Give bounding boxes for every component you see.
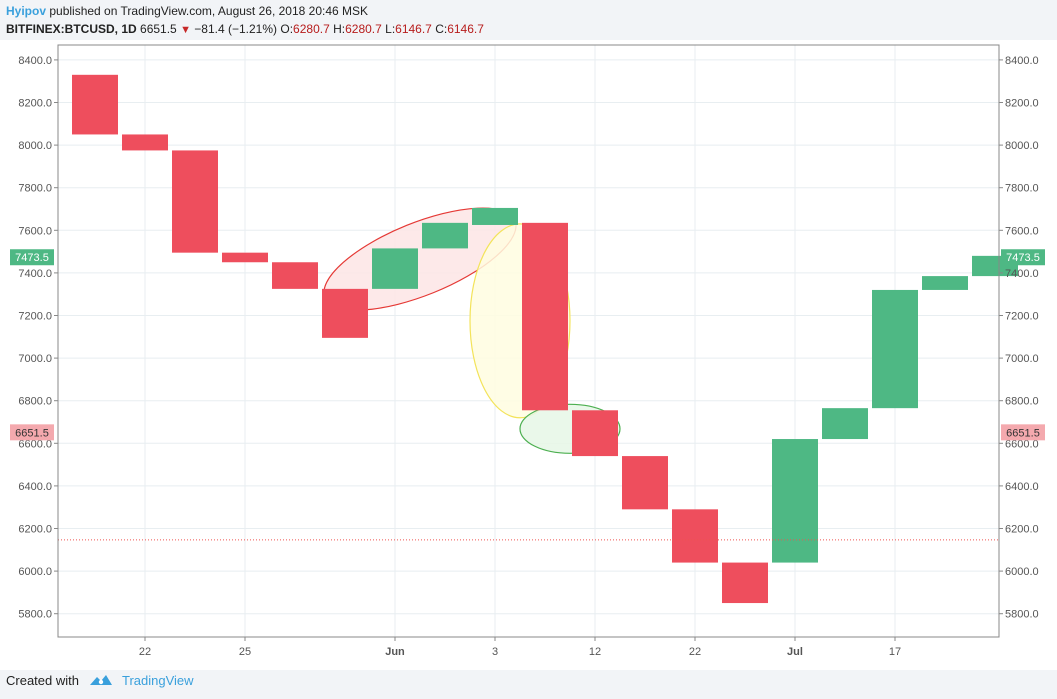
candle-down	[622, 456, 668, 510]
y-tick-label-left: 7400.0	[18, 268, 52, 280]
x-tick-label: 3	[492, 646, 498, 658]
price-label-right-bg	[1001, 424, 1045, 441]
close-value: 6146.7	[447, 22, 484, 36]
candle-down	[322, 288, 368, 338]
x-tick-label: 17	[889, 646, 901, 658]
y-tick-label-right: 8400.0	[1005, 55, 1039, 67]
price-labels: 7473.5 7473.5 6651.5 6651.5	[10, 249, 1045, 441]
tradingview-link[interactable]: TradingView	[122, 673, 194, 688]
y-tick-label-right: 7600.0	[1005, 225, 1039, 237]
high-value: 6280.7	[345, 22, 382, 36]
y-tick-label-left: 7600.0	[18, 225, 52, 237]
plot-frame	[57, 44, 1000, 638]
candle-down	[222, 252, 268, 263]
y-tick-label-left: 8400.0	[18, 55, 52, 67]
candle-down	[572, 410, 618, 457]
y-axis: 5800.0 5800.0 6000.0 6000.0 6200.0 6200.0 6400…	[18, 55, 1038, 621]
y-tick-label-left: 6200.0	[18, 524, 52, 536]
candles	[72, 74, 1018, 604]
open-value: 6280.7	[293, 22, 330, 36]
price-label-right: 6651.5	[1006, 427, 1040, 439]
created-with-text: Created with	[6, 673, 79, 688]
candle-down	[522, 222, 568, 411]
symbol-name: BITFINEX:BTCUSD, 1D	[6, 22, 137, 36]
x-tick-label: 25	[239, 646, 251, 658]
down-arrow-icon: ▼	[180, 24, 191, 36]
y-tick-label-left: 7200.0	[18, 311, 52, 323]
low-value: 6146.7	[395, 22, 432, 36]
price-change: −81.4 (−1.21%)	[194, 22, 278, 36]
x-tick-label: Jul	[787, 646, 803, 658]
y-tick-label-right: 7000.0	[1005, 353, 1039, 365]
candle-down	[722, 562, 768, 604]
y-tick-label-right: 6200.0	[1005, 524, 1039, 536]
y-tick-label-right: 7800.0	[1005, 183, 1039, 195]
candle-down	[672, 509, 718, 563]
close-label: C:	[435, 22, 448, 36]
y-tick-label-left: 6400.0	[18, 481, 52, 493]
y-tick-label-right: 7200.0	[1005, 311, 1039, 323]
x-tick-label: 22	[689, 646, 701, 658]
y-tick-label-left: 5800.0	[18, 609, 52, 621]
price-label-right-bg	[1001, 249, 1045, 266]
y-tick-label-right: 6600.0	[1005, 438, 1039, 450]
candle-up	[472, 207, 518, 225]
y-tick-label-left: 7800.0	[18, 183, 52, 195]
candle-down	[272, 262, 318, 289]
x-axis: 22 25 Jun 3 12 22 Jul 17	[139, 637, 901, 658]
candle-up	[822, 408, 868, 440]
y-tick-label-right: 6000.0	[1005, 566, 1039, 578]
y-tick-label-left: 6800.0	[18, 396, 52, 408]
candle-up	[872, 289, 918, 409]
y-tick-label-right: 8000.0	[1005, 140, 1039, 152]
price-label-left: 6651.5	[15, 427, 49, 439]
candle-down	[172, 150, 218, 253]
last-price: 6651.5	[140, 22, 177, 36]
high-label: H:	[333, 22, 346, 36]
y-tick-label-right: 7400.0	[1005, 268, 1039, 280]
price-label-left: 7473.5	[15, 252, 49, 264]
symbol-info-line: BITFINEX:BTCUSD, 1D 6651.5 ▼ −81.4 (−1.2…	[6, 22, 484, 36]
price-chart[interactable]: 5800.0 5800.0 6000.0 6000.0 6200.0 6200.0 6400…	[0, 0, 1057, 670]
price-label-left-bg	[10, 424, 54, 441]
published-text: published on TradingView.com, August 26,…	[46, 4, 369, 18]
y-tick-label-right: 5800.0	[1005, 609, 1039, 621]
price-label-right: 7473.5	[1006, 252, 1040, 264]
y-tick-label-left: 6000.0	[18, 566, 52, 578]
candle-up	[772, 439, 818, 563]
candle-down	[122, 134, 168, 151]
price-label-left-bg	[10, 249, 54, 266]
x-tick-label: Jun	[385, 646, 405, 658]
tradingview-logo-icon[interactable]	[89, 673, 113, 690]
y-tick-label-left: 6600.0	[18, 438, 52, 450]
footer: Created with TradingView	[6, 673, 194, 690]
candle-down	[72, 74, 118, 135]
candle-up	[372, 248, 418, 289]
y-tick-label-left: 8200.0	[18, 98, 52, 110]
candle-up	[422, 222, 468, 249]
y-tick-label-right: 8200.0	[1005, 98, 1039, 110]
author-link[interactable]: Hyipov	[6, 4, 47, 18]
y-tick-label-left: 8000.0	[18, 140, 52, 152]
y-tick-label-left: 7000.0	[18, 353, 52, 365]
y-tick-label-right: 6400.0	[1005, 481, 1039, 493]
y-tick-label-right: 6800.0	[1005, 396, 1039, 408]
x-tick-label: 22	[139, 646, 151, 658]
low-label: L:	[385, 22, 396, 36]
open-label: O:	[280, 22, 294, 36]
publish-info: Hyipov published on TradingView.com, Aug…	[6, 4, 368, 18]
candle-up	[922, 276, 968, 290]
x-tick-label: 12	[589, 646, 601, 658]
